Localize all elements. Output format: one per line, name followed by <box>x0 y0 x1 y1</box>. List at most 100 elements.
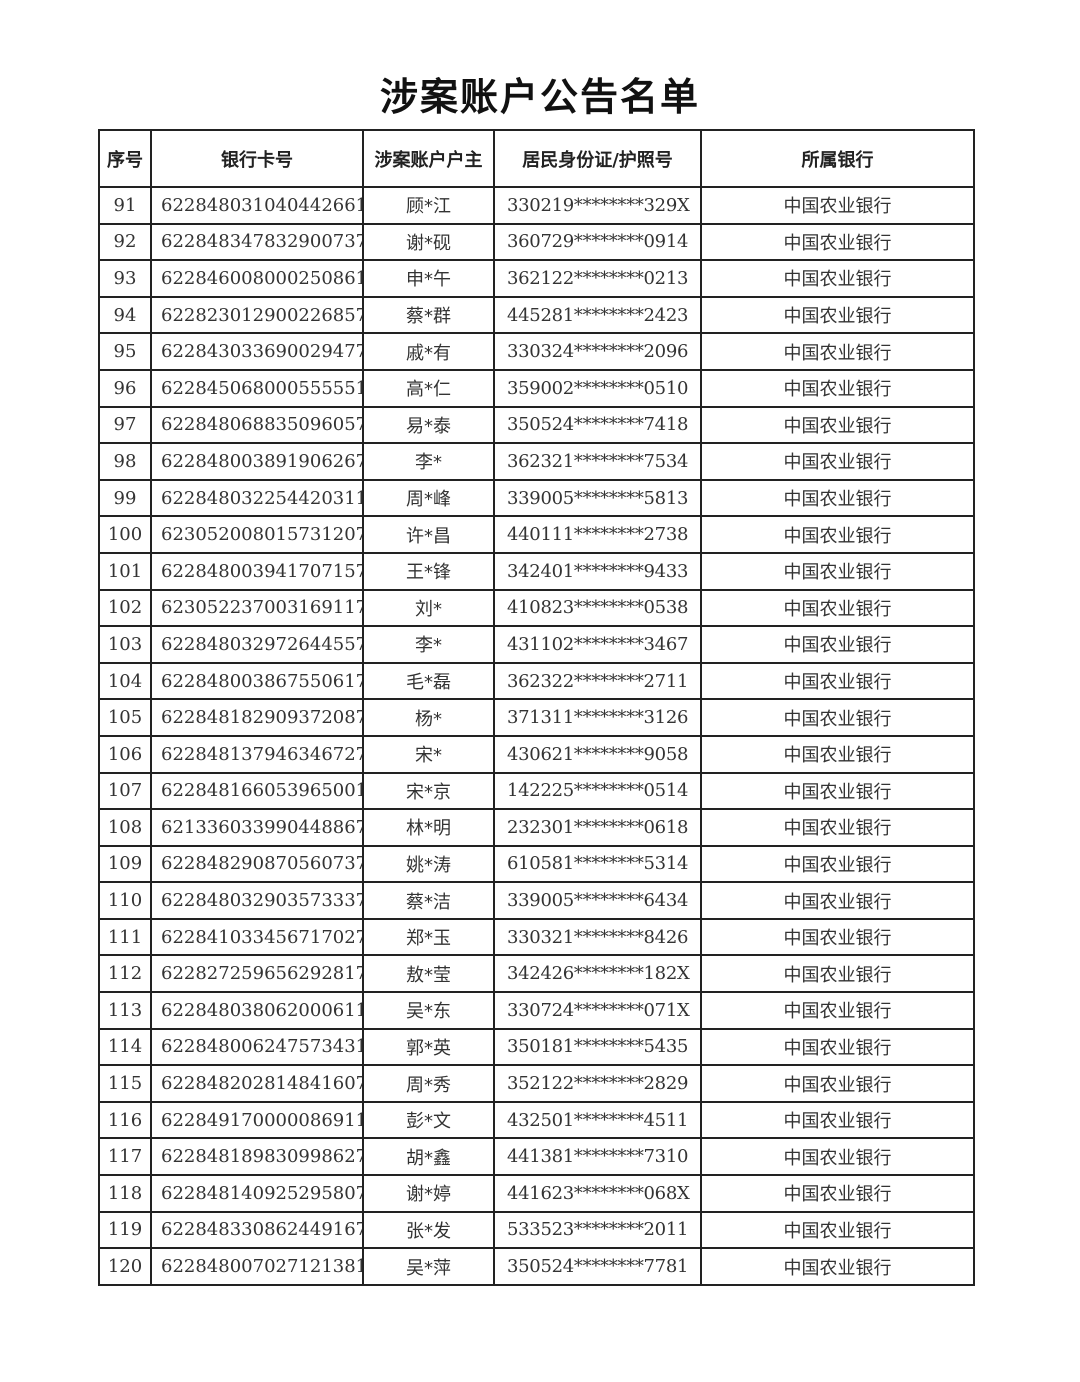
cell-index: 96 <box>98 368 152 408</box>
cell-index: 109 <box>98 844 152 884</box>
cell-bank: 中国农业银行 <box>700 844 975 884</box>
cell-account-holder: 申*午 <box>362 259 495 298</box>
cell-bank: 中国农业银行 <box>700 405 975 445</box>
cell-account-holder: 吴*萍 <box>362 1247 495 1286</box>
cell-account-holder: 蔡*群 <box>362 295 495 335</box>
table-row: 106 6228481379463467271 宋* 430621********90… <box>98 734 975 774</box>
cell-account-holder: 高*仁 <box>362 368 495 408</box>
cell-id-number: 350181********5435 <box>493 1027 702 1067</box>
table-row: 103 6228480329726445573 李* 431102********34… <box>98 625 975 664</box>
table-row: 102 6230522370031691176 刘* 410823********05… <box>98 588 975 628</box>
cell-card-number: 6228480329035733370 <box>150 881 364 920</box>
table-row: 91 6228480310404426614 顾*江 330219********32… <box>98 186 975 225</box>
cell-account-holder: 林*明 <box>362 808 495 847</box>
cell-card-number: 6228483478329007376 <box>150 222 364 262</box>
table-row: 118 6228481409252958071 谢*婷 441623********0… <box>98 1174 975 1213</box>
cell-card-number: 6230520080157312075 <box>150 515 364 554</box>
cell-card-number: 6228483308624491670 <box>150 1210 364 1250</box>
table-row: 94 6228230129002268571 蔡*群 445281********24… <box>98 295 975 335</box>
table-row: 120 6228480070271213814 吴*萍 350524********7… <box>98 1247 975 1286</box>
cell-account-holder: 毛*磊 <box>362 661 495 701</box>
cell-index: 106 <box>98 734 152 774</box>
cell-bank: 中国农业银行 <box>700 1100 975 1140</box>
cell-index: 91 <box>98 186 152 225</box>
table-row: 110 6228480329035733370 蔡*洁 339005********6… <box>98 881 975 920</box>
table-row: 97 6228480688350960573 易*泰 350524********74… <box>98 405 975 445</box>
cell-id-number: 342426********182X <box>493 954 702 994</box>
cell-index: 99 <box>98 478 152 518</box>
page-title: 涉案账户公告名单 <box>379 75 700 119</box>
cell-index: 112 <box>98 954 152 994</box>
cell-index: 93 <box>98 259 152 298</box>
cell-card-number: 6228410334567170277 <box>150 917 364 957</box>
cell-account-holder: 周*峰 <box>362 478 495 518</box>
cell-card-number: 6228230129002268571 <box>150 295 364 335</box>
cell-id-number: 360729********0914 <box>493 222 702 262</box>
table-row: 93 6228460080002508618 申*午 362122********02… <box>98 259 975 298</box>
header-account-holder: 涉案账户户主 <box>362 129 495 188</box>
cell-card-number: 6228491700000869117 <box>150 1100 364 1140</box>
cell-id-number: 330724********071X <box>493 991 702 1030</box>
cell-account-holder: 戚*有 <box>362 332 495 371</box>
cell-bank: 中国农业银行 <box>700 551 975 591</box>
cell-index: 108 <box>98 808 152 847</box>
cell-bank: 中国农业银行 <box>700 442 975 481</box>
table-row: 96 6228450680005555516 高*仁 359002********05… <box>98 368 975 408</box>
table-row: 101 6228480039417071576 王*锋 342401********9… <box>98 551 975 591</box>
cell-id-number: 350524********7781 <box>493 1247 702 1286</box>
cell-id-number: 232301********0618 <box>493 808 702 847</box>
cell-bank: 中国农业银行 <box>700 515 975 554</box>
cell-account-holder: 郑*玉 <box>362 917 495 957</box>
table-row: 112 6228272596562928175 敖*莹 342426********1… <box>98 954 975 994</box>
header-bank: 所属银行 <box>700 129 975 188</box>
cell-id-number: 371311********3126 <box>493 698 702 737</box>
cell-card-number: 6228481660539650010 <box>150 771 364 811</box>
cell-account-holder: 周*秀 <box>362 1064 495 1103</box>
cell-id-number: 432501********4511 <box>493 1100 702 1140</box>
cell-account-holder: 蔡*洁 <box>362 881 495 920</box>
cell-card-number: 6228480039417071576 <box>150 551 364 591</box>
cell-card-number: 6228430336900294777 <box>150 332 364 371</box>
cell-bank: 中国农业银行 <box>700 661 975 701</box>
cell-card-number: 6228482908705607374 <box>150 844 364 884</box>
cell-id-number: 362321********7534 <box>493 442 702 481</box>
cell-index: 114 <box>98 1027 152 1067</box>
cell-bank: 中国农业银行 <box>700 1174 975 1213</box>
cell-index: 105 <box>98 698 152 737</box>
table-row: 92 6228483478329007376 谢*砚 360729********09… <box>98 222 975 262</box>
cell-account-holder: 吴*东 <box>362 991 495 1030</box>
table-row: 109 6228482908705607374 姚*涛 610581********5… <box>98 844 975 884</box>
cell-bank: 中国农业银行 <box>700 771 975 811</box>
account-table: 序号 银行卡号 涉案账户户主 居民身份证/护照号 所属银行 91 62284803… <box>98 129 975 1286</box>
cell-id-number: 533523********2011 <box>493 1210 702 1250</box>
cell-account-holder: 彭*文 <box>362 1100 495 1140</box>
table-row: 107 6228481660539650010 宋*京 142225********0… <box>98 771 975 811</box>
table-row: 98 6228480038919062679 李* 362321********753… <box>98 442 975 481</box>
cell-index: 107 <box>98 771 152 811</box>
cell-index: 97 <box>98 405 152 445</box>
cell-id-number: 142225********0514 <box>493 771 702 811</box>
cell-account-holder: 李* <box>362 625 495 664</box>
cell-index: 92 <box>98 222 152 262</box>
cell-bank: 中国农业银行 <box>700 478 975 518</box>
cell-bank: 中国农业银行 <box>700 222 975 262</box>
cell-bank: 中国农业银行 <box>700 1247 975 1286</box>
cell-bank: 中国农业银行 <box>700 808 975 847</box>
cell-card-number: 6228480310404426614 <box>150 186 364 225</box>
table-row: 113 6228480380620006110 吴*东 330724********0… <box>98 991 975 1030</box>
cell-card-number: 6228480038675506174 <box>150 661 364 701</box>
table-row: 116 6228491700000869117 彭*文 432501********4… <box>98 1100 975 1140</box>
cell-index: 95 <box>98 332 152 371</box>
cell-account-holder: 姚*涛 <box>362 844 495 884</box>
cell-bank: 中国农业银行 <box>700 625 975 664</box>
cell-id-number: 410823********0538 <box>493 588 702 628</box>
cell-id-number: 362122********0213 <box>493 259 702 298</box>
cell-index: 94 <box>98 295 152 335</box>
cell-bank: 中国农业银行 <box>700 991 975 1030</box>
table-header-row: 序号 银行卡号 涉案账户户主 居民身份证/护照号 所属银行 <box>98 129 975 188</box>
cell-index: 113 <box>98 991 152 1030</box>
cell-index: 119 <box>98 1210 152 1250</box>
cell-id-number: 359002********0510 <box>493 368 702 408</box>
cell-card-number: 6228481379463467271 <box>150 734 364 774</box>
cell-index: 110 <box>98 881 152 920</box>
